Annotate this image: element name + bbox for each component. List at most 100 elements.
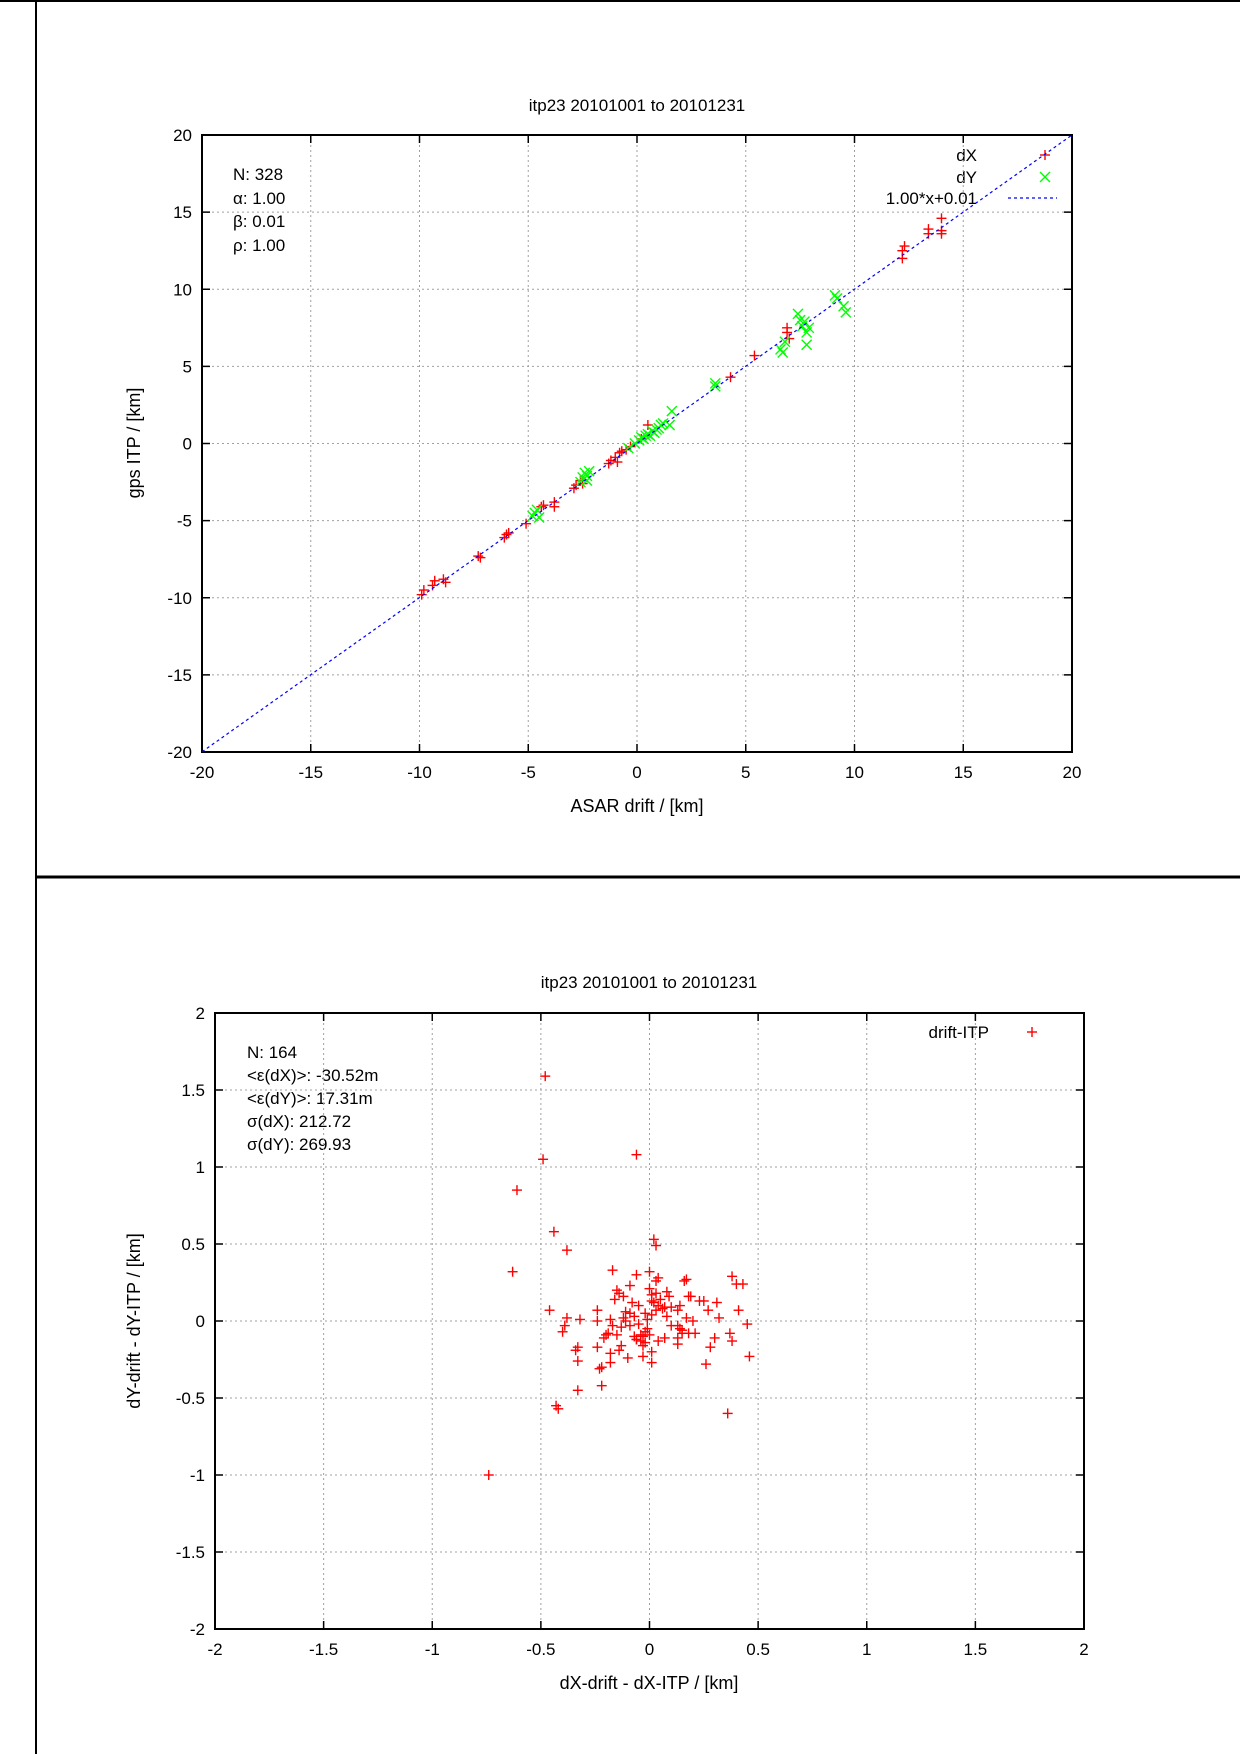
legend: dX dY 1.00*x+0.01 xyxy=(886,146,977,208)
plus-marker-point xyxy=(611,1329,622,1340)
legend-label-fit: 1.00*x+0.01 xyxy=(886,189,977,208)
plus-marker-point xyxy=(687,1316,698,1326)
plot-frame xyxy=(214,1012,1085,1630)
stats-box: N: 164 <ε(dX)>: -30.52m <ε(dY)>: 17.31m … xyxy=(247,1043,378,1154)
plus-marker-point xyxy=(936,213,947,224)
plus-marker-point xyxy=(694,1295,705,1306)
plus-marker-point xyxy=(681,1312,692,1323)
plus-marker-point xyxy=(631,1269,642,1280)
cross-marker-point xyxy=(533,512,545,524)
plus-marker-point xyxy=(561,1312,572,1323)
y-tick-label: 20 xyxy=(173,126,192,145)
plus-marker-point xyxy=(672,1339,683,1350)
stat-alpha: α: 1.00 xyxy=(233,189,285,208)
legend-label-dy: dY xyxy=(956,168,977,187)
y-tick-label: 2 xyxy=(196,1004,205,1023)
y-tick-label: -1 xyxy=(190,1466,205,1485)
cross-marker-point xyxy=(801,339,813,351)
series-dX xyxy=(416,213,947,600)
plus-marker-point xyxy=(722,1408,733,1419)
plus-marker-point xyxy=(557,1326,568,1337)
plus-marker-point xyxy=(651,1305,662,1316)
x-tick-label: 2 xyxy=(1079,1640,1088,1659)
stats-box: N: 328 α: 1.00 β: 0.01 ρ: 1.00 xyxy=(233,165,285,255)
legend-label-drift-itp: drift-ITP xyxy=(929,1023,989,1042)
plus-marker-point xyxy=(724,1328,735,1339)
stat-rho: ρ: 1.00 xyxy=(233,236,285,255)
plus-marker-point xyxy=(646,1295,657,1306)
legend-label-dx: dX xyxy=(956,146,977,165)
plus-marker-point xyxy=(646,1357,657,1368)
x-tick-label: -20 xyxy=(190,763,215,782)
plus-marker-point xyxy=(674,1300,685,1311)
cross-marker-point xyxy=(709,377,721,389)
series-drift-ITP xyxy=(483,1071,755,1480)
plus-marker-point xyxy=(700,1359,711,1370)
x-axis-label: ASAR drift / [km] xyxy=(570,796,703,816)
plus-marker-point xyxy=(651,1288,662,1299)
plus-marker-point xyxy=(592,1316,603,1326)
plus-marker-point xyxy=(642,1314,653,1325)
stat-n: N: 328 xyxy=(233,165,283,184)
plus-marker-point xyxy=(714,1312,725,1323)
plus-marker-point xyxy=(637,1340,648,1351)
plus-marker-point xyxy=(475,552,486,563)
plus-marker-point xyxy=(596,1380,607,1391)
plus-marker-point xyxy=(685,1291,696,1302)
cross-marker-point xyxy=(666,405,678,417)
plus-marker-point xyxy=(727,1336,738,1347)
y-tick-label: -0.5 xyxy=(176,1389,205,1408)
y-tick-label: 5 xyxy=(183,357,192,376)
legend-marker-dX xyxy=(1040,150,1050,160)
plus-marker-point xyxy=(553,1403,564,1414)
plus-marker-point xyxy=(605,1357,616,1368)
plus-marker-point xyxy=(594,1363,605,1374)
y-tick-label: 1.5 xyxy=(181,1081,205,1100)
plus-marker-point xyxy=(637,1351,648,1362)
plus-marker-point xyxy=(744,1351,755,1362)
plus-marker-point xyxy=(511,1185,522,1196)
plus-marker-point xyxy=(664,1291,675,1302)
stat-n: N: 164 xyxy=(247,1043,297,1062)
plus-marker-point xyxy=(731,1279,742,1290)
plus-marker-point xyxy=(507,1266,518,1277)
y-tick-label: 10 xyxy=(173,280,192,299)
plus-marker-point xyxy=(618,1291,629,1302)
scatter-chart-bottom: itp23 20101001 to 20101231 dX-drift - dX… xyxy=(124,973,1089,1693)
plus-marker-point xyxy=(749,350,760,361)
plus-marker-point xyxy=(598,1332,609,1343)
stat-beta: β: 0.01 xyxy=(233,212,285,231)
plus-marker-point xyxy=(559,1320,570,1331)
y-axis-label: dY-drift - dY-ITP / [km] xyxy=(124,1233,144,1408)
plus-marker-point xyxy=(633,1300,644,1311)
plot-frame xyxy=(201,134,1073,753)
plus-marker-point xyxy=(644,1266,655,1277)
plus-marker-point xyxy=(635,1336,646,1347)
y-tick-label: 15 xyxy=(173,203,192,222)
plus-marker-point xyxy=(705,1342,716,1353)
x-tick-label: 20 xyxy=(1063,763,1082,782)
plus-marker-point xyxy=(521,518,532,529)
stat-sigma-dy: σ(dY): 269.93 xyxy=(247,1135,351,1154)
plus-marker-point xyxy=(503,527,514,538)
x-tick-label: 10 xyxy=(845,763,864,782)
y-tick-label: -5 xyxy=(177,512,192,531)
plus-marker-point xyxy=(648,1234,659,1245)
x-tick-label: 15 xyxy=(954,763,973,782)
plus-marker-point xyxy=(610,452,621,463)
cross-marker-point xyxy=(777,346,789,358)
plus-marker-point xyxy=(612,457,623,468)
plus-marker-point xyxy=(653,1336,664,1347)
fit-line xyxy=(201,134,1073,753)
plus-marker-point xyxy=(703,1305,714,1316)
cross-marker-point xyxy=(840,306,852,318)
series-1.00*x+0.01 xyxy=(201,134,1073,753)
plus-marker-point xyxy=(637,1331,648,1342)
plus-marker-point xyxy=(648,1297,659,1308)
plus-marker-point xyxy=(571,480,582,491)
plus-marker-point xyxy=(624,1320,635,1331)
x-tick-label: -0.5 xyxy=(526,1640,555,1659)
y-tick-label: 0.5 xyxy=(181,1235,205,1254)
